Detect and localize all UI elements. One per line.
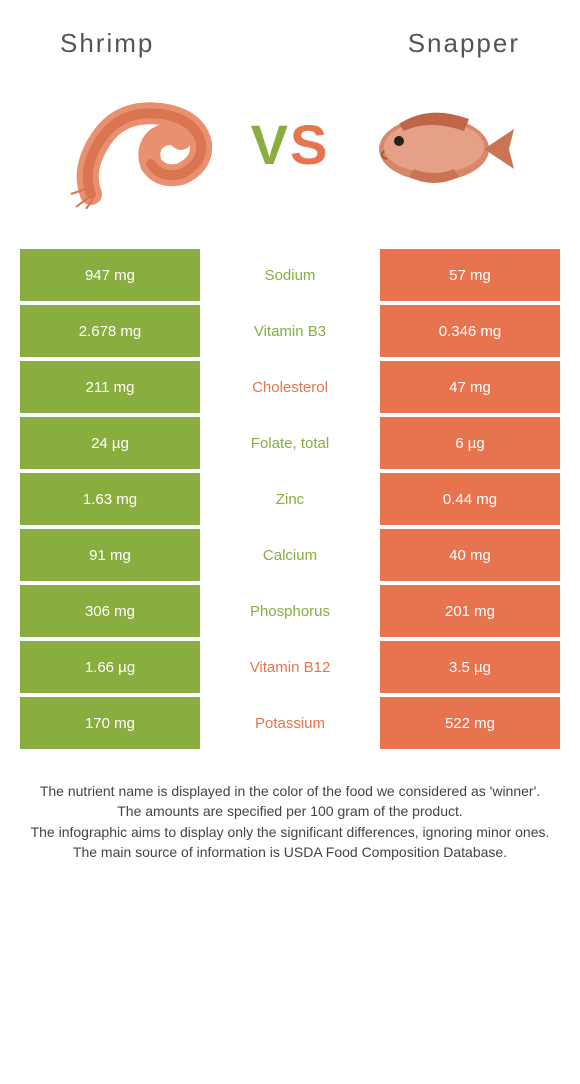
right-value: 0.346 mg — [380, 305, 560, 357]
table-row: 2.678 mgVitamin B30.346 mg — [20, 305, 560, 357]
comparison-table: 947 mgSodium57 mg2.678 mgVitamin B30.346… — [20, 249, 560, 749]
vs-row: VS — [0, 69, 580, 249]
left-value: 306 mg — [20, 585, 200, 637]
nutrient-name: Sodium — [200, 249, 380, 301]
nutrient-name: Folate, total — [200, 417, 380, 469]
table-row: 211 mgCholesterol47 mg — [20, 361, 560, 413]
left-value: 947 mg — [20, 249, 200, 301]
left-food-title: Shrimp — [60, 28, 154, 59]
table-row: 91 mgCalcium40 mg — [20, 529, 560, 581]
left-value: 24 µg — [20, 417, 200, 469]
left-value: 211 mg — [20, 361, 200, 413]
snapper-image — [359, 79, 519, 209]
footer-notes: The nutrient name is displayed in the co… — [0, 753, 580, 862]
vs-v: V — [251, 113, 290, 176]
table-row: 1.63 mgZinc0.44 mg — [20, 473, 560, 525]
table-row: 170 mgPotassium522 mg — [20, 697, 560, 749]
right-value: 47 mg — [380, 361, 560, 413]
header: Shrimp Snapper — [0, 0, 580, 69]
nutrient-name: Vitamin B3 — [200, 305, 380, 357]
vs-s: S — [290, 113, 329, 176]
right-value: 6 µg — [380, 417, 560, 469]
right-value: 522 mg — [380, 697, 560, 749]
right-value: 40 mg — [380, 529, 560, 581]
vs-label: VS — [251, 112, 330, 177]
right-food-title: Snapper — [408, 28, 520, 59]
footer-line: The amounts are specified per 100 gram o… — [22, 801, 558, 821]
left-value: 1.63 mg — [20, 473, 200, 525]
right-value: 201 mg — [380, 585, 560, 637]
table-row: 306 mgPhosphorus201 mg — [20, 585, 560, 637]
footer-line: The nutrient name is displayed in the co… — [22, 781, 558, 801]
footer-line: The infographic aims to display only the… — [22, 822, 558, 842]
right-value: 3.5 µg — [380, 641, 560, 693]
left-value: 2.678 mg — [20, 305, 200, 357]
shrimp-image — [61, 79, 221, 209]
nutrient-name: Zinc — [200, 473, 380, 525]
nutrient-name: Cholesterol — [200, 361, 380, 413]
table-row: 24 µgFolate, total6 µg — [20, 417, 560, 469]
left-value: 1.66 µg — [20, 641, 200, 693]
nutrient-name: Calcium — [200, 529, 380, 581]
nutrient-name: Potassium — [200, 697, 380, 749]
footer-line: The main source of information is USDA F… — [22, 842, 558, 862]
right-value: 0.44 mg — [380, 473, 560, 525]
nutrient-name: Vitamin B12 — [200, 641, 380, 693]
table-row: 947 mgSodium57 mg — [20, 249, 560, 301]
right-value: 57 mg — [380, 249, 560, 301]
left-value: 91 mg — [20, 529, 200, 581]
table-row: 1.66 µgVitamin B123.5 µg — [20, 641, 560, 693]
nutrient-name: Phosphorus — [200, 585, 380, 637]
left-value: 170 mg — [20, 697, 200, 749]
